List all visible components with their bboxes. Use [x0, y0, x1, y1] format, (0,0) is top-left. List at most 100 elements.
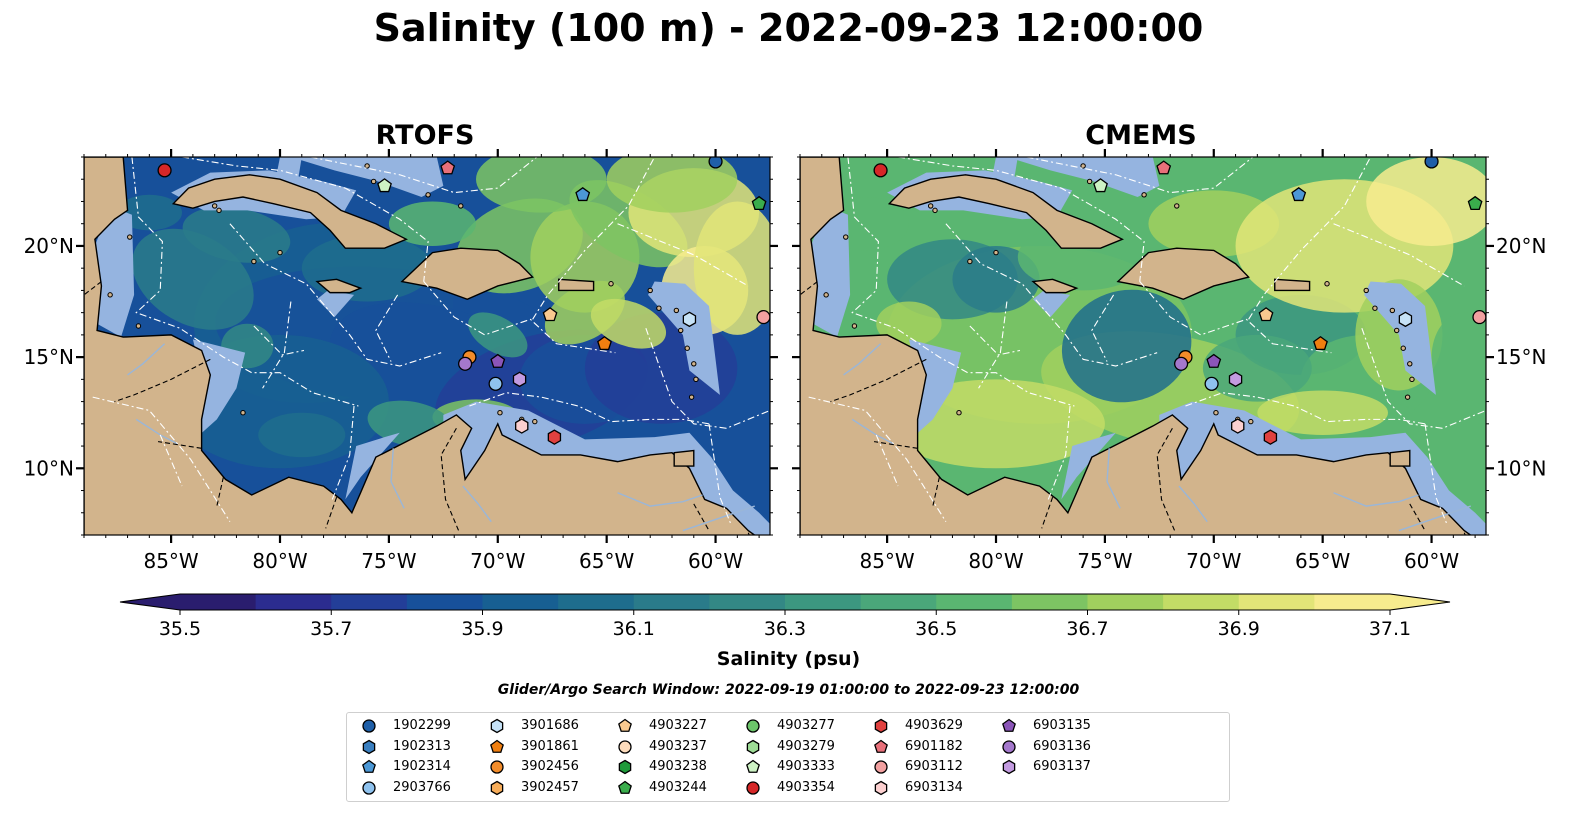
circle-marker-icon	[490, 760, 504, 774]
legend-item: 3902456	[487, 757, 579, 777]
island	[656, 305, 662, 311]
colorbar-tick-label: 36.5	[915, 618, 957, 640]
river	[1178, 485, 1208, 523]
float-marker-6903112	[756, 310, 770, 325]
float-marker-3901861	[1313, 335, 1328, 351]
island	[1409, 376, 1415, 383]
eez-boundary	[1026, 157, 1254, 194]
legend-marker	[746, 780, 760, 795]
legend-marker	[490, 718, 504, 734]
island	[532, 418, 538, 425]
legend-item: 4903244	[615, 778, 707, 798]
legend-label: 4903277	[777, 718, 835, 733]
island	[364, 163, 370, 169]
x-tick-label: 65°W	[579, 549, 634, 573]
colorbar-tick-label: 36.1	[613, 618, 655, 640]
eez-boundary	[181, 157, 429, 282]
legend-marker	[746, 719, 760, 733]
salinity-patch	[606, 157, 738, 213]
eez-boundary	[262, 301, 292, 389]
hexagon-marker-icon	[874, 780, 888, 795]
country-border	[1156, 427, 1176, 531]
colorbar-segment	[633, 594, 710, 610]
pentagon-marker-icon	[362, 759, 376, 773]
country-border	[830, 358, 927, 403]
country-border	[1041, 497, 1054, 529]
eez-boundary	[253, 325, 305, 356]
island	[1324, 281, 1330, 287]
salinity-patch	[1061, 289, 1192, 403]
hexagon-marker-icon	[1002, 759, 1016, 775]
shallow-shelf	[275, 157, 302, 184]
float-marker-4903227	[1258, 307, 1274, 322]
colorbar-tick-label: 36.3	[764, 618, 806, 640]
pentagon-marker-icon	[746, 759, 760, 773]
island	[135, 323, 142, 329]
legend-item: 4903277	[743, 716, 835, 736]
circle-marker-icon	[746, 719, 760, 733]
salinity-patch	[476, 157, 607, 213]
panel-title-cmems: CMEMS	[1085, 120, 1197, 151]
colorbar-label: Salinity (psu)	[716, 648, 861, 670]
float-marker-1902314	[1291, 186, 1307, 202]
island	[993, 249, 999, 256]
float-marker-6901182	[440, 160, 456, 175]
island	[823, 292, 829, 298]
eez-boundary	[1333, 223, 1465, 287]
legend-item: 6903135	[999, 716, 1091, 736]
salinity-patch	[876, 301, 942, 346]
x-tick-label: 80°W	[252, 549, 307, 573]
eez-boundary	[131, 157, 359, 407]
land-mass	[315, 278, 363, 294]
island	[678, 327, 684, 334]
legend-item: 1902313	[359, 737, 451, 757]
island	[370, 178, 377, 185]
eez-boundary	[708, 423, 732, 525]
float-marker-1902314	[575, 186, 591, 202]
eez-boundary	[617, 223, 749, 287]
colorbar-segment	[936, 594, 1013, 610]
legend-marker	[618, 759, 632, 775]
float-marker-6903136	[458, 356, 473, 371]
island	[684, 345, 690, 351]
y-tick-label: 20°N	[24, 234, 74, 258]
colorbar-extend-high	[1390, 594, 1450, 610]
eez-boundary	[92, 396, 231, 522]
country-border	[1409, 503, 1426, 531]
legend-marker	[362, 759, 376, 773]
legend-item: 3902457	[487, 778, 579, 798]
legend-label: 6903137	[1033, 759, 1091, 774]
river	[1333, 492, 1419, 507]
shallow-shelf	[290, 157, 444, 198]
eez-boundary	[1248, 157, 1372, 320]
float-legend: 1902299 1902313 1902314 2903766 3901686 39018…	[346, 712, 1230, 802]
x-tick-label: 75°W	[1077, 549, 1132, 573]
legend-label: 4903629	[905, 718, 963, 733]
circle-marker-icon	[618, 739, 632, 754]
legend-label: 4903227	[649, 718, 707, 733]
legend-item: 6903137	[999, 757, 1091, 777]
country-border	[440, 427, 460, 531]
island	[425, 192, 431, 198]
country-border	[325, 497, 338, 529]
x-tick-label: 70°W	[1186, 549, 1241, 573]
eez-boundary	[1091, 294, 1115, 362]
float-marker-4903333	[1093, 178, 1108, 193]
country-border	[747, 532, 750, 535]
circle-marker-icon	[1002, 739, 1016, 754]
y-tick-label: 10°N	[1496, 456, 1546, 480]
shallow-shelf	[345, 432, 400, 500]
country-border	[114, 358, 211, 403]
land-mass	[673, 449, 695, 467]
hexagon-marker-icon	[874, 718, 888, 734]
legend-marker	[362, 739, 376, 754]
legend-label: 4903279	[777, 738, 835, 754]
legend-item: 4903629	[871, 716, 963, 736]
float-marker-6903135	[490, 353, 506, 368]
colorbar-segment	[482, 594, 559, 610]
eez-boundary	[159, 434, 183, 487]
float-marker-3901861	[597, 335, 612, 351]
x-tick-label: 60°W	[1404, 549, 1459, 573]
eez-boundary	[875, 434, 899, 487]
